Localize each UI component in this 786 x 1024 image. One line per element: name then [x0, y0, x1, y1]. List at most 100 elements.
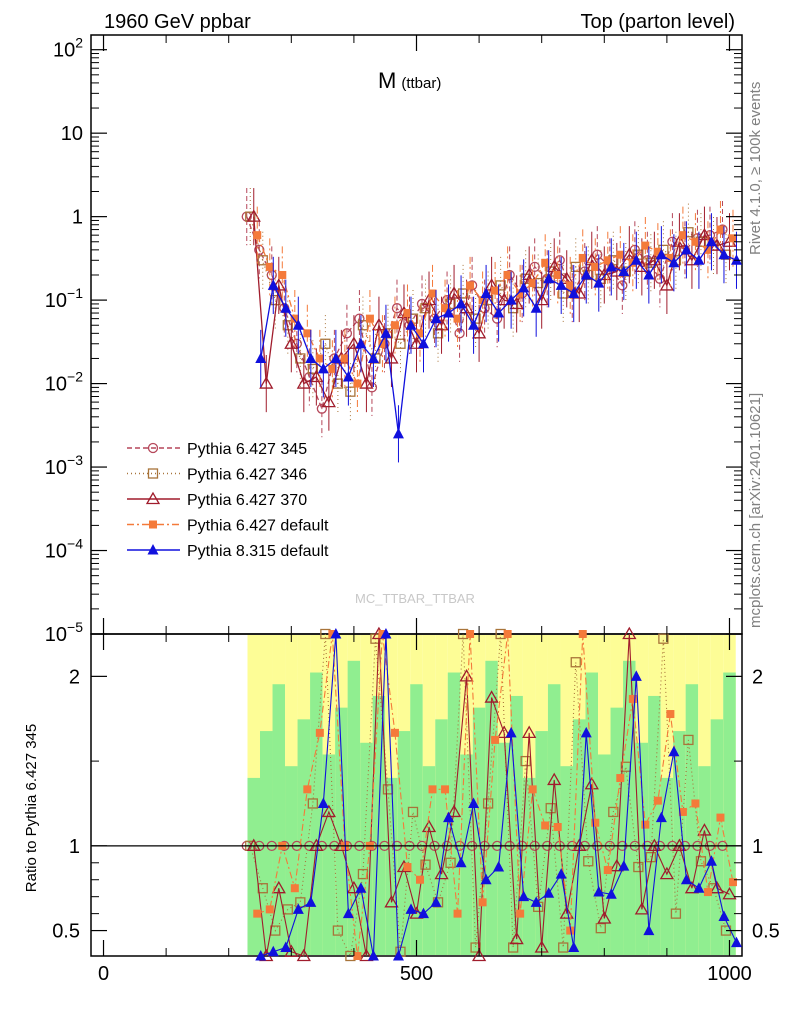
data-point	[468, 319, 480, 330]
ratio-tick-label-right: 1	[752, 836, 763, 858]
ratio-band-green	[598, 754, 611, 955]
data-point	[371, 317, 387, 331]
ratio-point	[405, 903, 417, 914]
ratio-point	[633, 861, 644, 873]
data-point	[255, 352, 267, 363]
data-point	[529, 261, 540, 273]
data-point	[332, 378, 344, 389]
data-point	[392, 427, 404, 439]
data-point	[441, 304, 450, 313]
ratio-band-green	[648, 695, 661, 955]
data-point	[304, 371, 315, 383]
ratio-point	[459, 669, 474, 682]
data-point	[667, 236, 678, 247]
data-point	[328, 364, 337, 373]
legend-marker	[147, 544, 159, 555]
data-point	[643, 268, 655, 280]
legend-entry: Pythia 6.427 370	[187, 492, 307, 509]
x-tick-label: 1000	[707, 963, 752, 985]
ratio-point	[493, 861, 505, 872]
ratio-point	[321, 804, 336, 818]
ratio-point	[292, 903, 304, 914]
data-point	[530, 302, 542, 313]
ratio-point	[453, 909, 462, 918]
data-point	[290, 314, 299, 323]
ratio-point	[634, 902, 649, 915]
ratio-point	[643, 924, 655, 936]
data-point	[616, 250, 625, 259]
data-point	[346, 336, 362, 349]
data-point	[597, 267, 612, 281]
data-point	[668, 256, 680, 268]
y-tick-label: 10−2	[45, 369, 83, 396]
data-point	[497, 292, 512, 306]
ratio-point	[595, 923, 606, 934]
data-point	[259, 376, 274, 389]
data-point	[430, 312, 442, 324]
y-tick-label: 10−1	[45, 285, 83, 312]
data-point	[555, 279, 567, 290]
data-point	[578, 253, 587, 262]
axes-layer: 0 500 1000 102 10 1 10−1 10−2 10−3 10−4 10−5 0.5 0.5…	[45, 35, 780, 985]
ratio-point	[647, 838, 662, 851]
ratio-point	[267, 945, 279, 957]
ratio-point	[246, 838, 261, 851]
data-point	[718, 248, 730, 260]
data-point	[359, 376, 374, 389]
data-point	[617, 280, 628, 291]
data-point	[455, 297, 467, 309]
ratio-point	[367, 950, 379, 961]
data-point	[703, 245, 712, 254]
y-tick-label: 10−3	[45, 452, 83, 479]
ratio-point	[516, 909, 525, 918]
ratio-point	[603, 866, 612, 875]
data-point	[265, 262, 274, 271]
data-point	[580, 268, 592, 280]
ratio-point	[553, 823, 562, 832]
ratio-point	[691, 799, 700, 808]
ratio-band-green	[535, 731, 548, 955]
data-point	[570, 261, 581, 273]
ratio-band-green	[522, 777, 536, 955]
ratio-band-green	[435, 719, 448, 955]
data-point	[503, 270, 512, 279]
data-point	[445, 298, 456, 310]
data-point	[566, 281, 575, 290]
data-point	[454, 328, 465, 339]
ratio-tick-label-left: 1	[69, 836, 80, 858]
ratio-point	[705, 855, 717, 866]
ratio-point	[455, 856, 467, 868]
ratio-point	[722, 886, 737, 900]
ratio-series-2	[246, 626, 737, 962]
ratio-band-green	[260, 731, 273, 955]
ratio-point	[597, 911, 612, 924]
ratio-point	[703, 888, 712, 897]
data-point	[278, 270, 287, 279]
ratio-point	[505, 726, 517, 738]
ratio-point	[683, 734, 694, 746]
data-point	[316, 403, 328, 414]
data-point	[254, 244, 265, 256]
data-point	[246, 209, 261, 222]
data-point	[491, 286, 500, 295]
ratio-point	[530, 896, 542, 907]
data-point	[330, 352, 342, 363]
data-point	[357, 320, 369, 331]
data-point	[495, 280, 506, 291]
y-tick-label: 10−5	[45, 619, 83, 646]
data-point	[403, 309, 412, 318]
ratio-point	[446, 804, 462, 818]
ratio-line	[257, 633, 734, 957]
data-point	[466, 281, 475, 290]
data-point	[292, 319, 304, 330]
ratio-point	[716, 813, 725, 822]
plot-title-sub: (ttbar)	[401, 75, 441, 92]
ratio-band-green	[385, 777, 398, 955]
data-point	[541, 258, 550, 267]
ratio-band-green	[247, 777, 261, 955]
legend-entry: Pythia 6.427 346	[187, 467, 307, 484]
data-point	[428, 289, 437, 298]
ratio-point	[622, 626, 637, 640]
data-point	[321, 394, 336, 408]
ratio-point	[480, 873, 492, 885]
